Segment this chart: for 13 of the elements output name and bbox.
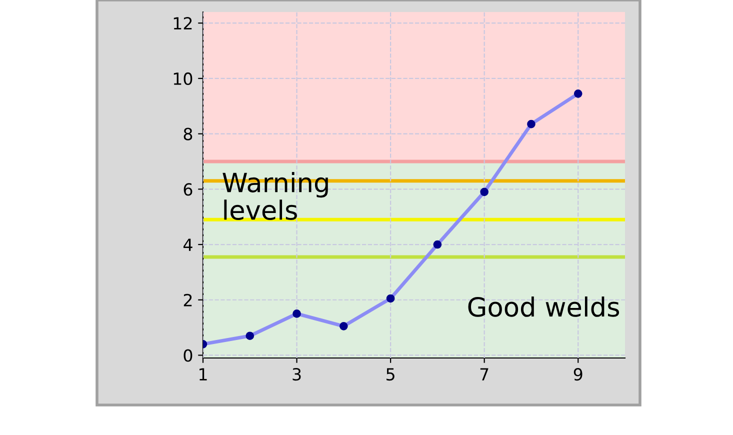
y-tick-label: 8 (184, 128, 192, 140)
x-tick-label: 3 (292, 368, 301, 381)
y-tick-label: 12 (174, 17, 192, 30)
x-tick-label: 7 (480, 368, 488, 380)
x-tick-label: 9 (574, 368, 582, 381)
x-tick-label: 1 (200, 368, 207, 380)
y-tick-label: 4 (183, 238, 192, 251)
y-tick-label: 6 (184, 183, 192, 196)
y-tick-label: 10 (174, 72, 192, 85)
y-tick-label: 2 (184, 294, 192, 306)
x-tick-label: 5 (386, 368, 394, 381)
annotation: Good welds (468, 296, 620, 317)
y-tick-label: 0 (184, 349, 192, 362)
